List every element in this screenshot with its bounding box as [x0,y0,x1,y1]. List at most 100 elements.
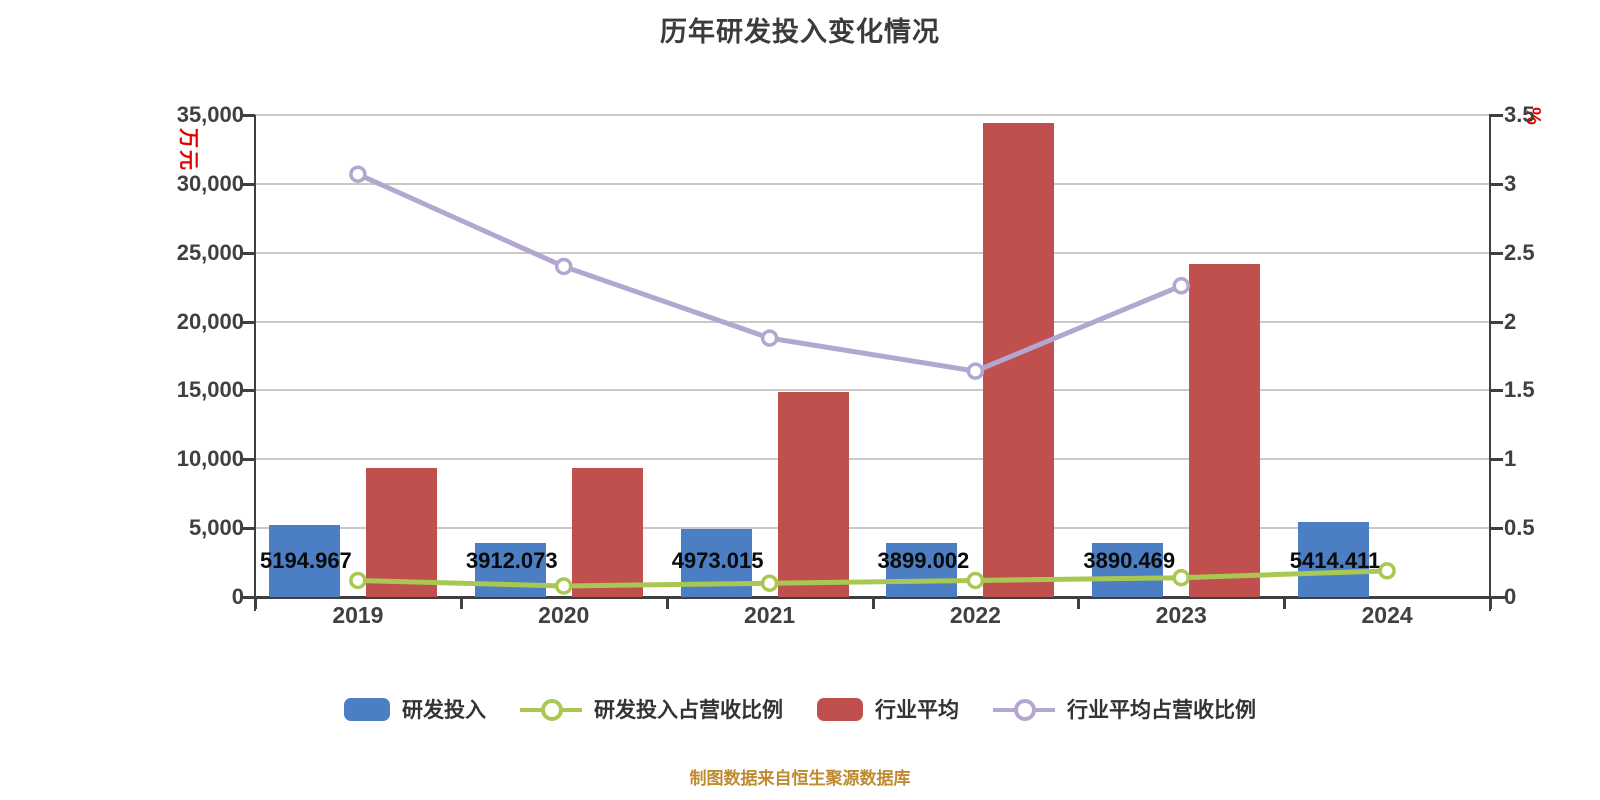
left-axis-tick [242,251,255,255]
chart-title: 历年研发投入变化情况 [660,17,940,47]
rnd-ratio-marker [555,577,573,595]
right-axis-tick-label: 1 [1504,446,1517,472]
h-gridline [255,458,1490,461]
rnd-investment-bar [1092,543,1164,597]
left-axis-line [254,115,256,611]
rnd-ratio-marker [760,574,779,592]
rnd-ratio-marker [1378,562,1396,580]
industry-ratio-marker [1172,277,1190,295]
left-axis-tick-label: 10,000 [176,446,244,472]
rnd-ratio-marker [349,571,367,590]
x-axis-tick [1077,597,1081,609]
left-axis-tick-label: 35,000 [176,102,244,127]
rnd-investment-bar [886,543,958,597]
right-axis-tick [1489,182,1503,186]
industry-ratio-marker [760,329,779,347]
left-axis-tick [242,527,255,531]
industry-average-bar [1189,263,1261,597]
rnd-investment-bar [1298,522,1370,597]
right-axis-tick-label: 3 [1504,170,1517,196]
right-axis-tick-label: 2.5 [1504,239,1535,265]
legend-item-3[interactable]: 行业平均占营收比例 [993,694,1256,724]
rnd-ratio-marker [966,571,985,590]
right-axis-tick [1489,458,1503,462]
h-gridline [255,251,1490,254]
left-axis-tick-label: 25,000 [176,239,244,265]
x-axis-tick [254,597,257,609]
line-series-overlay [349,165,1396,595]
rnd-investment-bar [474,543,546,597]
x-axis-tick [1489,597,1492,609]
x-axis-category-label: 2019 [332,602,384,628]
left-axis-tick [242,389,255,393]
left-axis-tick [242,182,255,186]
rnd-investment-bar [268,525,340,597]
left-axis-unit-label: 万元 [177,128,199,172]
left-axis-tick-label: 0 [231,584,244,609]
industry-average-bar [365,467,437,597]
legend-label: 研发投入 [402,699,486,722]
legend-label: 行业平均占营收比例 [1067,699,1256,722]
right-axis-tick-label: 0 [1504,584,1517,609]
rnd-investment-data-label: 3912.073 [465,548,558,573]
right-axis-tick-label: 1.5 [1504,377,1535,403]
legend-item-0[interactable]: 研发投入 [344,694,486,724]
rnd-ratio-marker [1172,568,1190,587]
right-axis-tick-label: 0.5 [1504,515,1535,541]
right-axis-tick-label: 2 [1504,308,1517,334]
x-axis-category-label: 2024 [1361,602,1413,628]
right-axis-tick [1489,389,1503,393]
h-gridline [255,389,1490,392]
rnd-ratio-line [355,568,1390,589]
h-gridline [255,320,1490,323]
industry-ratio-marker [349,165,367,183]
rnd-investment-data-label: 5194.967 [260,548,352,573]
legend-line-marker-icon [993,698,1055,721]
rnd-investment-data-label: 4973.015 [671,548,764,573]
x-axis-category-label: 2023 [1155,602,1207,628]
legend-item-1[interactable]: 研发投入占营收比例 [520,694,783,724]
right-axis-tick [1489,596,1503,599]
h-gridline [255,527,1490,530]
industry-average-bar [777,391,849,597]
industry-ratio-marker [555,257,573,276]
industry-average-bar [983,123,1055,597]
h-gridline [255,114,1490,116]
legend-item-2[interactable]: 行业平均 [817,694,959,724]
chart-footer-source: 制图数据来自恒生聚源数据库 [689,769,911,788]
industry-ratio-marker [966,362,985,380]
left-axis-tick [242,596,255,599]
rnd-investment-data-label: 3890.469 [1083,548,1176,573]
plot-area: 5194.967 3912.073 4973.015 3899.002 3890.469… [242,114,1505,611]
industry-average-bar [571,467,643,597]
legend-marker-dot [1014,698,1036,721]
x-axis-category-label: 2022 [949,602,1001,628]
left-axis-tick-label: 20,000 [176,308,244,334]
right-axis-line [1489,115,1491,611]
h-gridline [255,182,1490,185]
x-axis-category-label: 2021 [743,602,796,628]
x-axis-tick [665,597,669,609]
left-axis-tick [242,320,255,324]
left-axis-tick-label: 30,000 [176,170,244,196]
left-axis-tick [242,114,255,117]
x-axis-category-label: 2020 [538,602,590,628]
legend-line-marker-icon [520,698,582,721]
right-axis-tick [1489,320,1503,324]
right-axis-tick [1489,114,1503,117]
rnd-investment-data-label: 5414.411 [1289,548,1381,573]
left-axis-tick [242,458,255,462]
legend-label: 研发投入占营收比例 [594,699,783,722]
right-axis-tick [1489,251,1503,255]
legend-bar-swatch [344,697,390,721]
left-axis-tick-label: 15,000 [176,377,244,403]
x-axis-tick [1283,597,1287,609]
right-axis-tick-label: 3.5 [1504,102,1535,127]
rnd-investment-data-label: 3899.002 [877,548,970,573]
legend-marker-dot [541,698,563,721]
chart-legend: 研发投入 研发投入占营收比例 行业平均 行业平均占营收比例 [0,694,1600,724]
right-axis-tick [1489,527,1503,531]
x-axis-tick [871,597,875,609]
x-axis-tick [459,597,463,609]
